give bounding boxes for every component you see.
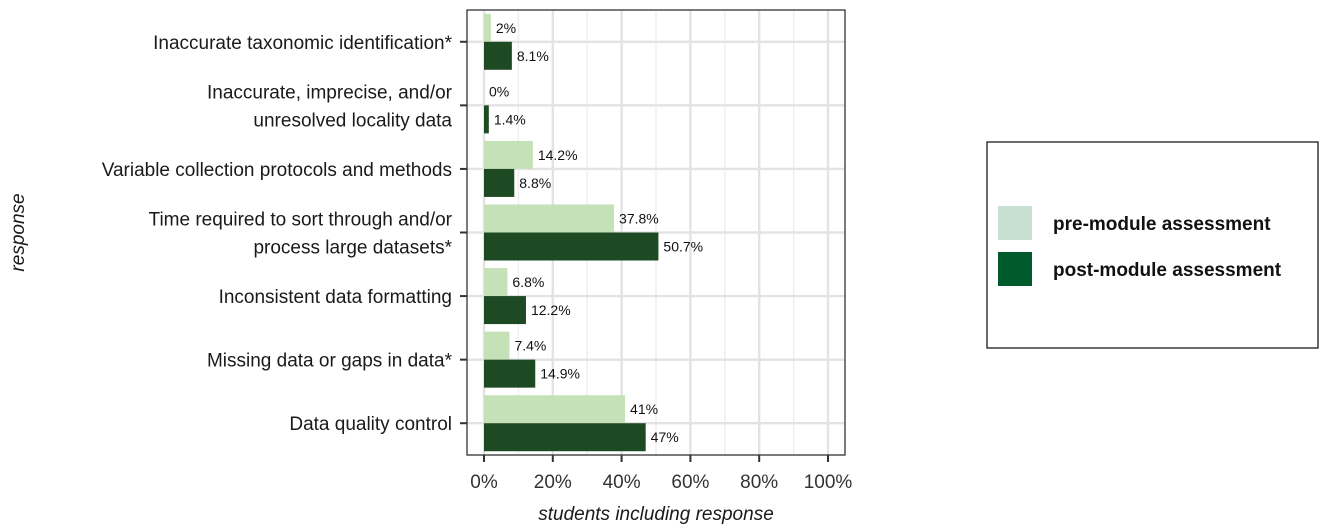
bar-post-2 bbox=[484, 168, 515, 197]
data-label-post-6: 47% bbox=[651, 429, 679, 445]
category-label-0: Inaccurate taxonomic identification* bbox=[153, 33, 452, 54]
x-axis-title: students including response bbox=[538, 504, 774, 524]
legend-swatch-post bbox=[998, 252, 1032, 286]
x-tick-label-2: 40% bbox=[603, 472, 641, 493]
bar-pre-5 bbox=[484, 331, 510, 360]
category-label-5: Missing data or gaps in data* bbox=[207, 351, 453, 372]
data-label-pre-3: 37.8% bbox=[619, 211, 659, 227]
bar-post-0 bbox=[484, 41, 512, 70]
bar-post-4 bbox=[484, 296, 526, 325]
x-tick-label-0: 0% bbox=[470, 472, 498, 493]
legend-box bbox=[986, 141, 1319, 349]
category-label-1-line-0: Inaccurate, imprecise, and/or bbox=[207, 82, 453, 103]
x-tick-label-5: 100% bbox=[804, 472, 853, 493]
category-label-1-line-1: unresolved locality data bbox=[253, 110, 452, 131]
category-label-2: Variable collection protocols and method… bbox=[102, 160, 452, 181]
data-label-pre-5: 7.4% bbox=[514, 338, 546, 354]
grid-lines bbox=[467, 10, 845, 455]
bar-pre-6 bbox=[484, 395, 626, 424]
data-label-pre-6: 41% bbox=[630, 401, 658, 417]
legend-label-post: post-module assessment bbox=[1053, 260, 1282, 281]
bar-post-3 bbox=[484, 232, 659, 261]
data-label-post-4: 12.2% bbox=[531, 302, 571, 318]
legend-label-pre: pre-module assessment bbox=[1053, 214, 1271, 235]
data-label-pre-0: 2% bbox=[496, 20, 516, 36]
category-label-6: Data quality control bbox=[289, 414, 452, 435]
bar-post-5 bbox=[484, 359, 536, 388]
y-axis-ticks: Inaccurate taxonomic identification* Inac… bbox=[102, 33, 467, 435]
x-tick-label-4: 80% bbox=[740, 472, 778, 493]
category-label-4: Inconsistent data formatting bbox=[219, 287, 452, 308]
x-axis-ticks: 0% 20% 40% 60% 80% 100% bbox=[470, 455, 852, 493]
data-label-post-5: 14.9% bbox=[540, 366, 580, 382]
bar-pre-4 bbox=[484, 268, 508, 297]
legend: pre-module assessment post-module assess… bbox=[986, 141, 1319, 349]
data-label-pre-4: 6.8% bbox=[512, 274, 544, 290]
bar-pre-2 bbox=[484, 140, 533, 169]
bar-post-1 bbox=[484, 105, 489, 134]
bars bbox=[484, 13, 659, 452]
x-tick-label-1: 20% bbox=[534, 472, 572, 493]
data-label-pre-1: 0% bbox=[489, 83, 509, 99]
data-label-post-0: 8.1% bbox=[517, 48, 549, 64]
data-label-post-1: 1.4% bbox=[494, 111, 526, 127]
y-axis-title: response bbox=[8, 193, 29, 271]
x-tick-label-3: 60% bbox=[671, 472, 709, 493]
data-label-pre-2: 14.2% bbox=[538, 147, 578, 163]
bar-post-6 bbox=[484, 423, 646, 452]
data-label-post-3: 50.7% bbox=[663, 239, 703, 255]
data-label-post-2: 8.8% bbox=[519, 175, 551, 191]
bar-pre-0 bbox=[484, 13, 491, 42]
data-labels: 2%8.1% 0% 1.4% 14.2% 8.8% 37.8%50.7% 6.8% 12.2%… bbox=[489, 20, 703, 445]
bar-pre-3 bbox=[484, 204, 615, 233]
category-label-3-line-1: process large datasets* bbox=[253, 238, 452, 259]
category-label-3-line-0: Time required to sort through and/or bbox=[149, 210, 453, 231]
legend-swatch-pre bbox=[998, 206, 1032, 240]
